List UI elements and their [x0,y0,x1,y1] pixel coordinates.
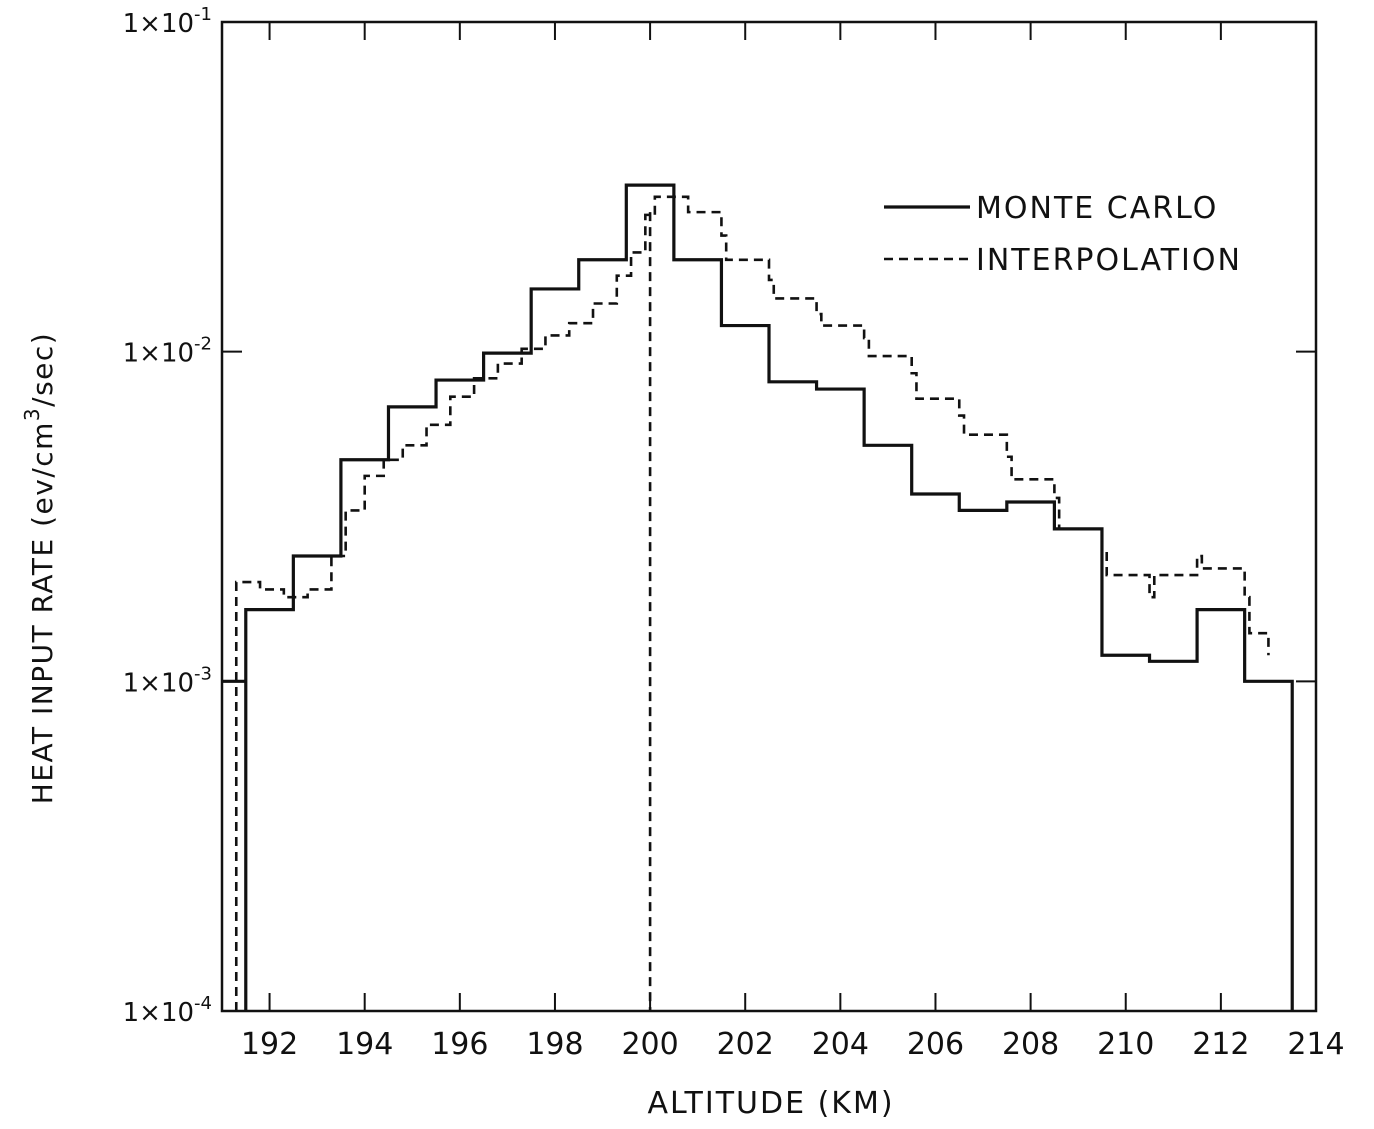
series-monte-carlo-line [244,183,1294,1011]
legend-label-interpolation: INTERPOLATION [976,243,1242,278]
legend-label-monte-carlo: MONTE CARLO [976,191,1218,226]
plot-frame [220,20,1318,1013]
x-tick-label: 200 [621,1027,678,1062]
y-tick-exponent: -1 [194,4,212,25]
y-tick-label: 1×10-1 [123,4,212,39]
y-axis-label-superscript: 3 [20,407,44,421]
x-axis-label: ALTITUDE (KM) [647,1086,894,1121]
y-tick-label: 1×10-3 [123,663,212,698]
x-tick-labels: 192 194 196 198 200 202 204 206 208 210 212 214 [241,1027,1345,1062]
y-tick-mantissa: 1×10 [123,339,194,369]
x-tick-label: 198 [526,1027,583,1062]
series-interpolation-line [234,195,1270,1011]
y-axis-label: HEAT INPUT RATE (ev/cm3/sec) [20,332,59,804]
x-tick-label: 212 [1192,1027,1249,1062]
x-tick-label: 202 [717,1027,774,1062]
x-tick-label: 208 [1002,1027,1059,1062]
y-tick-exponent: -2 [194,334,212,355]
x-tick-label: 194 [336,1027,393,1062]
y-tick-exponent: -3 [194,663,212,684]
x-tick-label: 214 [1287,1027,1344,1062]
x-tick-label: 206 [907,1027,964,1062]
y-axis-label-suffix: /sec) [26,332,59,407]
y-tick-mantissa: 1×10 [123,668,194,698]
x-tick-label: 196 [431,1027,488,1062]
y-tick-labels: 1×10-11×10-21×10-31×10-4 [123,4,212,1028]
y-tick-label: 1×10-2 [123,334,212,369]
legend: MONTE CARLO INTERPOLATION [884,191,1242,278]
x-tick-label: 192 [241,1027,298,1062]
y-tick-mantissa: 1×10 [123,998,194,1028]
x-tick-label: 204 [812,1027,869,1062]
y-tick-label: 1×10-4 [123,993,212,1028]
y-tick-mantissa: 1×10 [123,9,194,39]
series-group [222,183,1294,1011]
x-tick-label: 210 [1097,1027,1154,1062]
y-axis-label-text: HEAT INPUT RATE (ev/cm [26,421,59,804]
y-tick-exponent: -4 [194,993,212,1014]
